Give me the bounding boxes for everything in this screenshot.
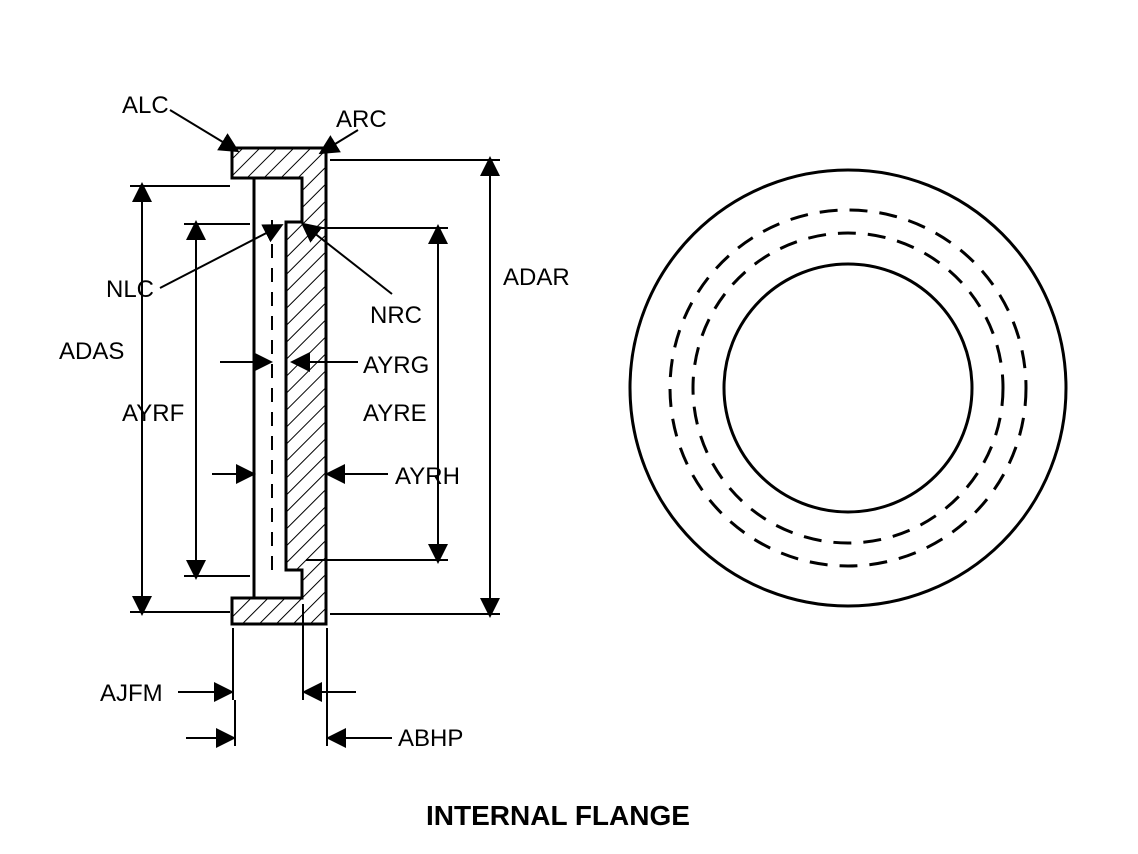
dim-adas	[130, 186, 230, 612]
label-adar: ADAR	[503, 264, 570, 292]
leader-arrows	[160, 110, 392, 294]
dim-ayrf	[184, 224, 250, 576]
diagram-title: INTERNAL FLANGE	[426, 800, 690, 832]
label-ayre: AYRE	[363, 400, 427, 428]
label-ayrh: AYRH	[395, 463, 460, 491]
label-arc: ARC	[336, 106, 387, 134]
label-nrc: NRC	[370, 302, 422, 330]
label-nlc: NLC	[106, 276, 154, 304]
cross-section-view	[232, 148, 326, 624]
label-abhp: ABHP	[398, 725, 463, 753]
label-ayrg: AYRG	[363, 352, 429, 380]
label-adas: ADAS	[59, 338, 124, 366]
label-alc: ALC	[122, 92, 169, 120]
engineering-diagram: ALC ARC NLC NRC ADAS ADAR AYRF AYRG AYRE…	[0, 0, 1138, 854]
dim-abhp	[186, 628, 392, 746]
label-ajfm: AJFM	[100, 680, 163, 708]
circle-front-view	[630, 170, 1066, 606]
label-ayrf: AYRF	[122, 400, 184, 428]
